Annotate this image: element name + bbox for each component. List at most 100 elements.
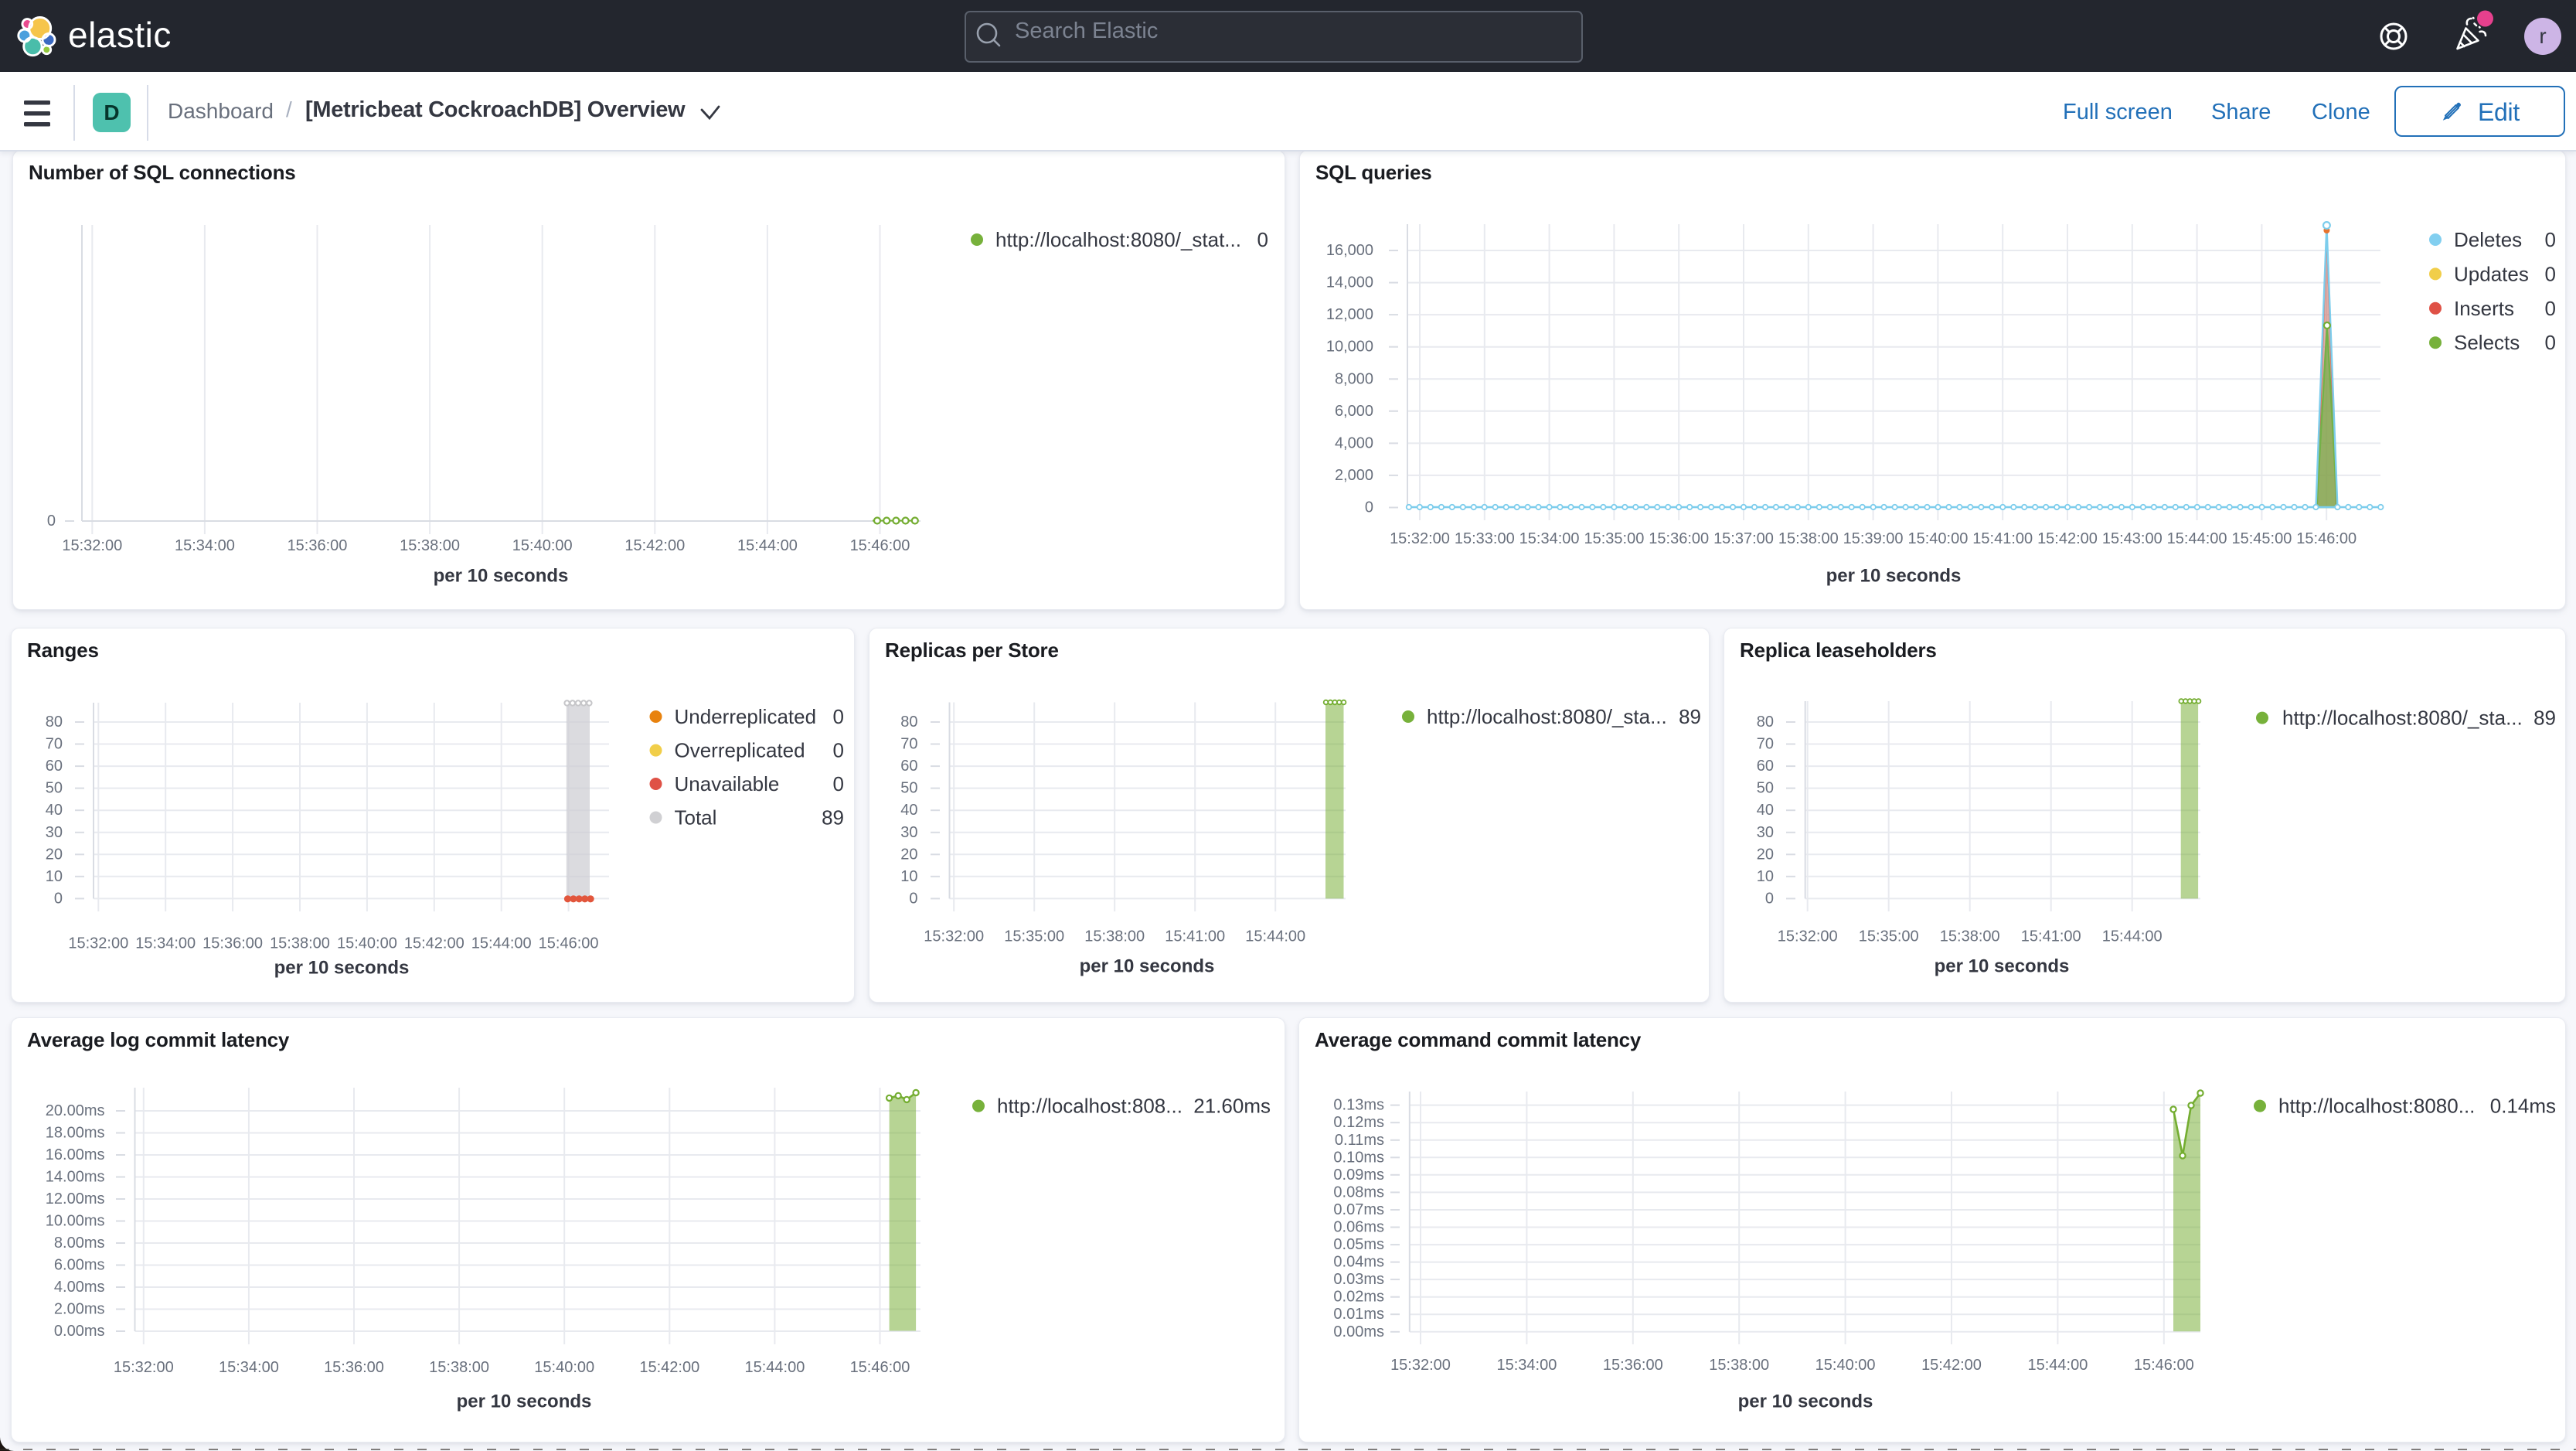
svg-text:15:36:00: 15:36:00 <box>1649 530 1709 547</box>
svg-text:8,000: 8,000 <box>1335 370 1373 387</box>
svg-text:80: 80 <box>46 714 63 731</box>
svg-text:15:46:00: 15:46:00 <box>850 1359 910 1376</box>
svg-text:0.00ms: 0.00ms <box>1333 1323 1384 1340</box>
svg-text:0: 0 <box>2545 331 2556 354</box>
svg-text:Inserts: Inserts <box>2454 297 2514 320</box>
svg-text:0: 0 <box>54 890 63 907</box>
svg-text:0: 0 <box>2545 228 2556 251</box>
svg-text:15:36:00: 15:36:00 <box>1603 1357 1663 1374</box>
svg-text:15:34:00: 15:34:00 <box>135 935 196 952</box>
svg-text:15:32:00: 15:32:00 <box>1778 928 1838 945</box>
svg-text:89: 89 <box>1679 705 1701 728</box>
svg-text:15:44:00: 15:44:00 <box>471 935 532 952</box>
svg-text:0.04ms: 0.04ms <box>1333 1254 1384 1271</box>
svg-text:15:40:00: 15:40:00 <box>1815 1357 1876 1374</box>
svg-text:21.60ms: 21.60ms <box>1193 1095 1271 1118</box>
svg-text:15:38:00: 15:38:00 <box>400 537 460 554</box>
svg-text:per 10 seconds: per 10 seconds <box>1080 956 1215 977</box>
svg-text:0.12ms: 0.12ms <box>1333 1114 1384 1131</box>
svg-text:15:38:00: 15:38:00 <box>1084 928 1145 945</box>
svg-text:0.00ms: 0.00ms <box>54 1323 105 1340</box>
svg-text:15:42:00: 15:42:00 <box>639 1359 699 1376</box>
svg-text:15:37:00: 15:37:00 <box>1713 530 1774 547</box>
svg-text:15:40:00: 15:40:00 <box>512 537 573 554</box>
svg-text:0.11ms: 0.11ms <box>1335 1132 1384 1149</box>
svg-text:10: 10 <box>1757 868 1774 885</box>
svg-text:60: 60 <box>46 758 63 775</box>
svg-text:10.00ms: 10.00ms <box>46 1213 105 1230</box>
svg-text:30: 30 <box>46 824 63 841</box>
svg-text:12.00ms: 12.00ms <box>46 1190 105 1207</box>
svg-text:60: 60 <box>1757 758 1774 775</box>
svg-text:http://localhost:808...: http://localhost:808... <box>997 1095 1183 1118</box>
svg-text:per 10 seconds: per 10 seconds <box>457 1391 592 1412</box>
svg-text:15:32:00: 15:32:00 <box>1390 530 1450 547</box>
svg-text:20: 20 <box>1757 846 1774 863</box>
svg-text:http://localhost:8080/_sta...: http://localhost:8080/_sta... <box>1427 705 1667 728</box>
svg-text:15:38:00: 15:38:00 <box>1940 928 2000 945</box>
svg-text:15:34:00: 15:34:00 <box>1496 1357 1557 1374</box>
svg-text:http://localhost:8080/_stat...: http://localhost:8080/_stat... <box>995 228 1241 251</box>
svg-text:70: 70 <box>46 736 63 753</box>
svg-text:15:36:00: 15:36:00 <box>288 537 348 554</box>
svg-text:20.00ms: 20.00ms <box>46 1102 105 1119</box>
svg-text:0: 0 <box>1365 499 1373 516</box>
svg-text:Updates: Updates <box>2454 262 2529 285</box>
svg-text:0.05ms: 0.05ms <box>1333 1236 1384 1253</box>
svg-text:0.13ms: 0.13ms <box>1333 1097 1384 1114</box>
svg-text:15:32:00: 15:32:00 <box>62 537 122 554</box>
svg-text:15:38:00: 15:38:00 <box>270 935 330 952</box>
svg-text:0.02ms: 0.02ms <box>1333 1289 1384 1306</box>
svg-text:16.00ms: 16.00ms <box>46 1146 105 1163</box>
svg-text:40: 40 <box>46 802 63 819</box>
svg-text:Selects: Selects <box>2454 331 2520 354</box>
svg-text:15:38:00: 15:38:00 <box>1778 530 1839 547</box>
svg-text:15:36:00: 15:36:00 <box>324 1359 384 1376</box>
svg-text:15:44:00: 15:44:00 <box>744 1359 805 1376</box>
svg-text:4.00ms: 4.00ms <box>54 1279 105 1296</box>
svg-text:0.10ms: 0.10ms <box>1333 1149 1384 1166</box>
svg-text:per 10 seconds: per 10 seconds <box>1935 956 2070 977</box>
svg-text:16,000: 16,000 <box>1326 242 1373 259</box>
svg-text:0: 0 <box>833 705 844 728</box>
svg-text:6,000: 6,000 <box>1335 403 1373 420</box>
svg-text:2.00ms: 2.00ms <box>54 1301 105 1318</box>
svg-text:15:40:00: 15:40:00 <box>534 1359 594 1376</box>
svg-text:40: 40 <box>900 802 917 819</box>
svg-text:60: 60 <box>900 758 917 775</box>
svg-text:15:42:00: 15:42:00 <box>1921 1357 1982 1374</box>
svg-text:0: 0 <box>833 772 844 795</box>
svg-text:0: 0 <box>1765 890 1774 907</box>
svg-text:Total: Total <box>675 806 717 829</box>
svg-text:Underreplicated: Underreplicated <box>675 705 817 728</box>
svg-text:15:41:00: 15:41:00 <box>1972 530 2033 547</box>
svg-text:14,000: 14,000 <box>1326 274 1373 291</box>
svg-text:Overreplicated: Overreplicated <box>675 739 805 762</box>
svg-text:15:42:00: 15:42:00 <box>404 935 464 952</box>
svg-text:per 10 seconds: per 10 seconds <box>1738 1391 1873 1412</box>
svg-text:15:44:00: 15:44:00 <box>2102 928 2163 945</box>
svg-text:18.00ms: 18.00ms <box>46 1125 105 1142</box>
svg-text:15:32:00: 15:32:00 <box>1390 1357 1451 1374</box>
svg-text:80: 80 <box>1757 714 1774 731</box>
svg-text:15:38:00: 15:38:00 <box>429 1359 489 1376</box>
svg-text:0: 0 <box>909 890 917 907</box>
svg-text:50: 50 <box>46 780 63 797</box>
svg-text:8.00ms: 8.00ms <box>54 1235 105 1252</box>
svg-text:15:40:00: 15:40:00 <box>1907 530 1968 547</box>
svg-text:15:44:00: 15:44:00 <box>1245 928 1305 945</box>
svg-text:4,000: 4,000 <box>1335 434 1373 451</box>
svg-text:0.14ms: 0.14ms <box>2490 1095 2556 1118</box>
svg-text:14.00ms: 14.00ms <box>46 1169 105 1186</box>
svg-text:15:44:00: 15:44:00 <box>2027 1357 2088 1374</box>
svg-text:10: 10 <box>900 868 917 885</box>
svg-text:6.00ms: 6.00ms <box>54 1257 105 1274</box>
svg-text:15:35:00: 15:35:00 <box>1859 928 1919 945</box>
svg-text:15:44:00: 15:44:00 <box>2167 530 2227 547</box>
svg-text:20: 20 <box>900 846 917 863</box>
svg-text:15:36:00: 15:36:00 <box>202 935 263 952</box>
svg-text:15:38:00: 15:38:00 <box>1709 1357 1769 1374</box>
svg-text:Unavailable: Unavailable <box>675 772 780 795</box>
svg-text:15:46:00: 15:46:00 <box>539 935 599 952</box>
svg-text:Deletes: Deletes <box>2454 228 2522 251</box>
